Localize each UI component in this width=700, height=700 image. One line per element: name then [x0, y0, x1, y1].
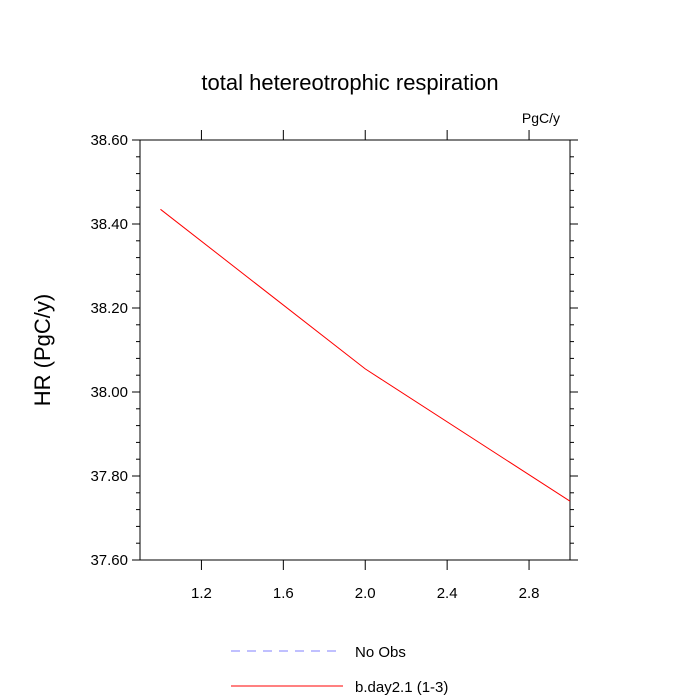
- legend-label: No Obs: [355, 644, 406, 661]
- x-tick-label: 1.6: [273, 585, 294, 602]
- y-tick-label: 38.20: [90, 300, 128, 317]
- x-tick-label: 2.8: [519, 585, 540, 602]
- legend: No Obs b.day2.1 (1-3): [231, 644, 448, 696]
- chart-title: total hetereotrophic respiration: [201, 70, 498, 95]
- x-tick-labels: 1.2 1.6 2.0 2.4 2.8: [191, 585, 539, 602]
- legend-label: b.day2.1 (1-3): [355, 679, 448, 696]
- axis-ticks: [132, 130, 578, 570]
- plot-frame: [139, 139, 571, 561]
- x-tick-label: 1.2: [191, 585, 212, 602]
- y-tick-label: 38.60: [90, 132, 128, 149]
- y-tick-label: 38.40: [90, 216, 128, 233]
- y-tick-label: 37.60: [90, 552, 128, 569]
- units-label: PgC/y: [522, 110, 560, 126]
- series-line: [160, 208, 571, 502]
- y-tick-label: 38.00: [90, 384, 128, 401]
- y-axis-label: HR (PgC/y): [30, 294, 55, 406]
- y-tick-labels: 37.60 37.80 38.00 38.20 38.40 38.60: [90, 132, 128, 569]
- y-tick-label: 37.80: [90, 468, 128, 485]
- x-tick-label: 2.0: [355, 585, 376, 602]
- x-tick-label: 2.4: [437, 585, 458, 602]
- series-lines: [160, 208, 571, 502]
